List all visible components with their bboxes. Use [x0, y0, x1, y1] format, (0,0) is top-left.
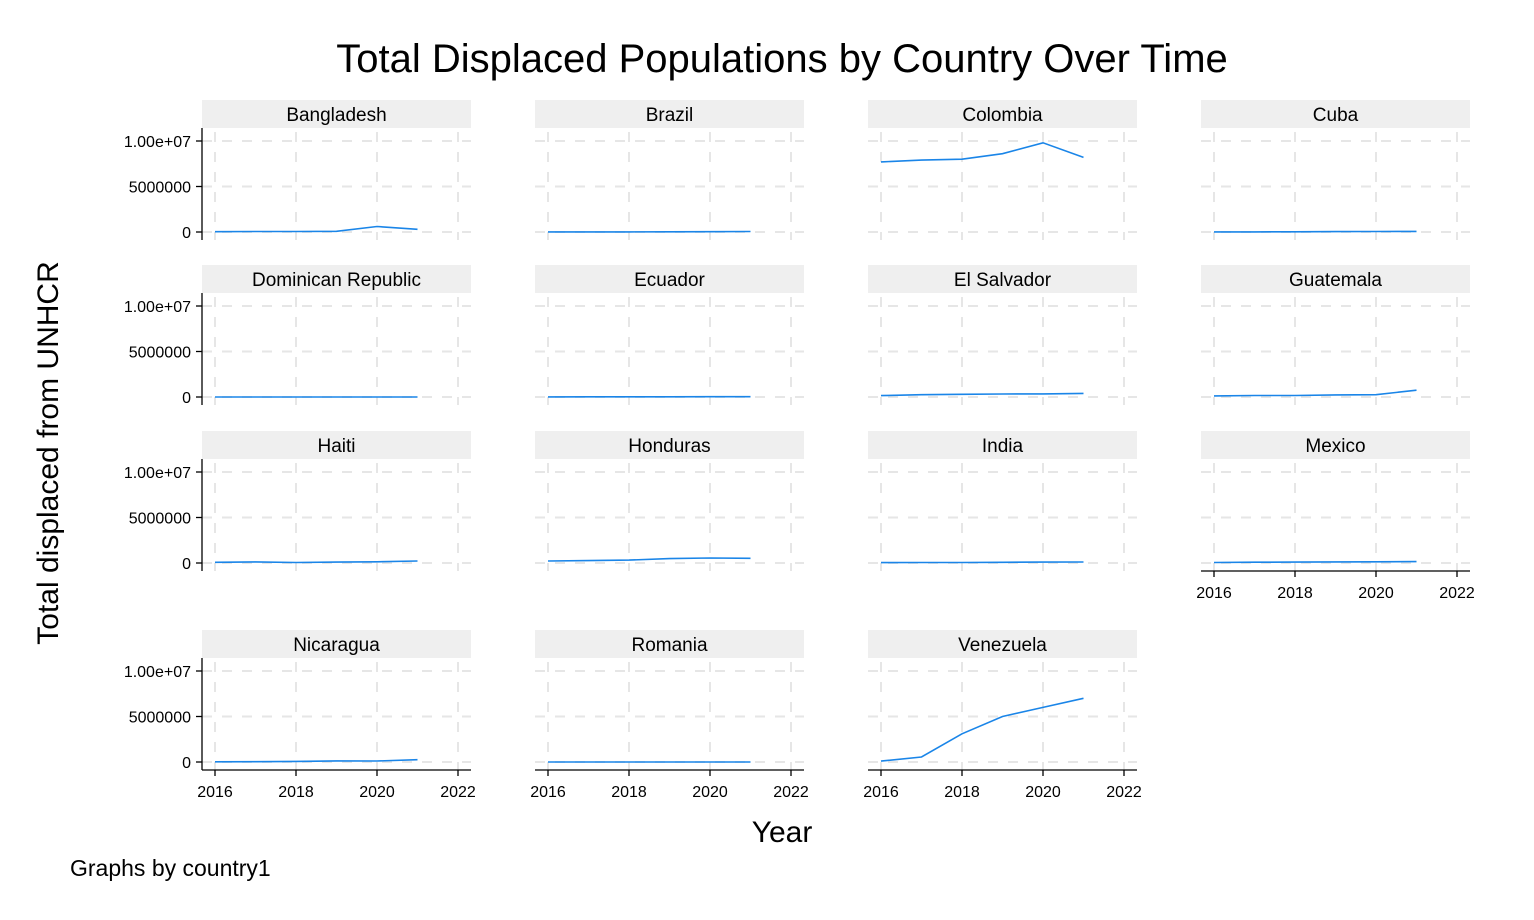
panel-bangladesh: Bangladesh 0 5000000 1.00e+07 — [124, 100, 471, 242]
x-tick-label: 2018 — [278, 784, 314, 801]
y-tick-label: 0 — [182, 225, 191, 242]
panels-group: Bangladesh 0 5000000 1.00e+07 Brazil Colombia… — [124, 100, 1475, 801]
series-line — [1213, 389, 1417, 397]
panel-brazil: Brazil — [535, 100, 804, 240]
y-tick-label: 5000000 — [129, 345, 191, 362]
panel-title: Romania — [631, 635, 707, 656]
panel-strip — [535, 100, 804, 128]
panel-title: Nicaragua — [293, 635, 380, 656]
panel-venezuela: Venezuela 2016 2018 2020 2022 — [863, 630, 1142, 801]
panel-title: India — [982, 436, 1024, 457]
panel-title: Brazil — [646, 105, 694, 126]
x-tick-label: 2016 — [1196, 585, 1232, 602]
panel-nicaragua: Nicaragua 0 5000000 1.00e+07 2016 2018 2020 202… — [124, 630, 476, 801]
y-tick-label: 0 — [182, 390, 191, 407]
series-line — [880, 392, 1084, 397]
panel-strip — [1201, 431, 1470, 459]
panel-strip — [535, 431, 804, 459]
x-tick-label: 2018 — [611, 784, 647, 801]
panel-romania: Romania 2016 2018 2020 2022 — [530, 630, 809, 801]
series-line — [547, 557, 751, 562]
panel-strip — [868, 265, 1137, 293]
panel-title: Cuba — [1313, 105, 1359, 126]
panel-cuba: Cuba — [1201, 100, 1470, 240]
panel-strip — [1201, 265, 1470, 293]
x-tick-label: 2016 — [863, 784, 899, 801]
x-tick-label: 2020 — [692, 784, 728, 801]
chart-note: Graphs by country1 — [70, 855, 271, 881]
panel-strip — [535, 630, 804, 658]
y-tick-label: 1.00e+07 — [124, 664, 191, 681]
panel-strip — [868, 431, 1137, 459]
panel-title: Dominican Republic — [252, 270, 421, 291]
x-tick-label: 2022 — [773, 784, 809, 801]
x-tick-label: 2022 — [1439, 585, 1475, 602]
panel-honduras: Honduras — [535, 431, 804, 571]
x-tick-label: 2018 — [944, 784, 980, 801]
y-tick-label: 5000000 — [129, 180, 191, 197]
x-tick-label: 2016 — [197, 784, 233, 801]
panel-strip — [868, 630, 1137, 658]
panel-title: Ecuador — [634, 270, 705, 291]
panel-title: Colombia — [962, 105, 1043, 126]
y-tick-label: 5000000 — [129, 511, 191, 528]
panel-title: Haiti — [317, 436, 355, 457]
y-tick-label: 1.00e+07 — [124, 134, 191, 151]
chart-title: Total Displaced Populations by Country O… — [336, 37, 1228, 81]
panel-title: Mexico — [1305, 436, 1365, 457]
y-tick-label: 1.00e+07 — [124, 299, 191, 316]
y-axis-title: Total displaced from UNHCR — [32, 261, 65, 644]
panel-mexico: Mexico 2016 2018 2020 2022 — [1196, 431, 1475, 602]
series-line — [1214, 230, 1417, 233]
panel-strip — [202, 630, 471, 658]
panel-guatemala: Guatemala — [1201, 265, 1470, 405]
series-line — [214, 225, 418, 233]
panel-strip — [202, 265, 471, 293]
series-line — [880, 561, 1084, 564]
panel-strip — [202, 431, 471, 459]
panel-india: India — [868, 431, 1137, 571]
panel-strip — [202, 100, 471, 128]
panel-strip — [868, 100, 1137, 128]
panel-strip — [1201, 100, 1470, 128]
series-line — [880, 697, 1084, 762]
panel-title: El Salvador — [954, 270, 1052, 291]
series-line — [1213, 560, 1417, 564]
panel-strip — [535, 265, 804, 293]
y-tick-label: 0 — [182, 556, 191, 573]
panel-title: Venezuela — [958, 635, 1047, 656]
y-tick-label: 1.00e+07 — [124, 465, 191, 482]
x-tick-label: 2022 — [1106, 784, 1142, 801]
panel-title: Guatemala — [1289, 270, 1382, 291]
panel-ecuador: Ecuador — [535, 265, 804, 405]
panel-colombia: Colombia — [868, 100, 1137, 240]
y-tick-label: 0 — [182, 755, 191, 772]
x-axis-title: Year — [752, 816, 813, 849]
x-tick-label: 2020 — [1358, 585, 1394, 602]
panel-haiti: Haiti 0 5000000 1.00e+07 — [124, 431, 471, 573]
panel-title: Bangladesh — [286, 105, 386, 126]
series-line — [880, 141, 1084, 163]
x-tick-label: 2016 — [530, 784, 566, 801]
panel-dominican-republic: Dominican Republic 0 5000000 1.00e+07 — [124, 265, 471, 407]
x-tick-label: 2020 — [359, 784, 395, 801]
x-tick-label: 2020 — [1025, 784, 1061, 801]
y-tick-label: 5000000 — [129, 710, 191, 727]
series-line — [214, 758, 418, 763]
panel-title: Honduras — [628, 436, 710, 457]
panel-el-salvador: El Salvador — [868, 265, 1137, 405]
x-tick-label: 2022 — [440, 784, 476, 801]
series-line — [214, 560, 418, 564]
x-tick-label: 2018 — [1277, 585, 1313, 602]
